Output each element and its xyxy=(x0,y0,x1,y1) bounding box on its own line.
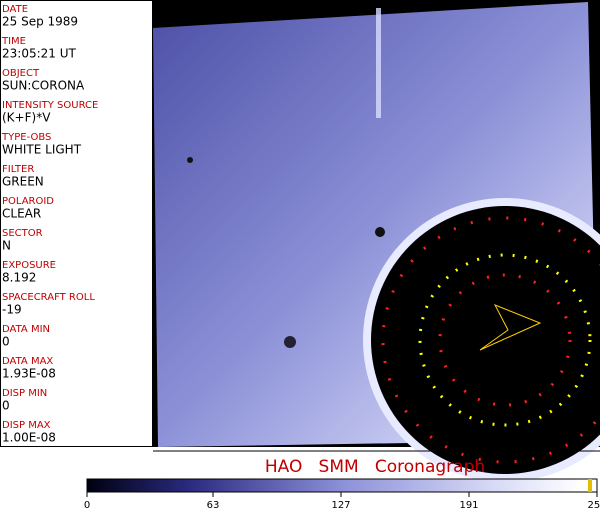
tick-label: 127 xyxy=(331,500,350,511)
field-value: (K+F)*V xyxy=(2,111,51,125)
tick-label: 0 xyxy=(84,500,90,511)
field-label: FILTER xyxy=(2,164,34,175)
field-label: EXPOSURE xyxy=(2,260,56,271)
colorbar xyxy=(86,478,598,493)
tick-label: 63 xyxy=(207,500,220,511)
image-title: HAO SMM Coronagraph xyxy=(265,457,485,477)
field-value: GREEN xyxy=(2,175,44,189)
field-value: SUN:CORONA xyxy=(2,79,85,93)
info-panel xyxy=(0,0,153,447)
field-label: POLAROID xyxy=(2,196,54,207)
field-value: 25 Sep 1989 xyxy=(2,15,78,29)
field-label: SPACECRAFT ROLL xyxy=(2,292,95,303)
field-value: 0 xyxy=(2,399,10,413)
field-value: WHITE LIGHT xyxy=(2,143,82,157)
field-label: TIME xyxy=(1,36,26,47)
field-label: OBJECT xyxy=(2,68,40,79)
field-value: CLEAR xyxy=(2,207,41,221)
field-label: TYPE-OBS xyxy=(1,132,51,143)
field-label: DATA MAX xyxy=(2,356,53,367)
coronagraph-image xyxy=(153,2,600,482)
field-value: -19 xyxy=(2,303,22,317)
field-label: DATE xyxy=(2,4,28,15)
field-value: N xyxy=(2,239,11,253)
field-label: DISP MIN xyxy=(2,388,47,399)
field-label: DISP MAX xyxy=(2,420,51,431)
field-value: 8.192 xyxy=(2,271,36,285)
tick-label: 255 xyxy=(587,500,600,511)
field-value: 1.00E-08 xyxy=(2,431,56,445)
field-value: 23:05:21 UT xyxy=(2,47,76,61)
field-label: DATA MIN xyxy=(2,324,50,335)
field-value: 1.93E-08 xyxy=(2,367,56,381)
colorbar-marker xyxy=(588,479,592,492)
field-label: INTENSITY SOURCE xyxy=(2,100,98,111)
tick-label: 191 xyxy=(459,500,478,511)
field-label: SECTOR xyxy=(2,228,43,239)
field-value: 0 xyxy=(2,335,10,349)
